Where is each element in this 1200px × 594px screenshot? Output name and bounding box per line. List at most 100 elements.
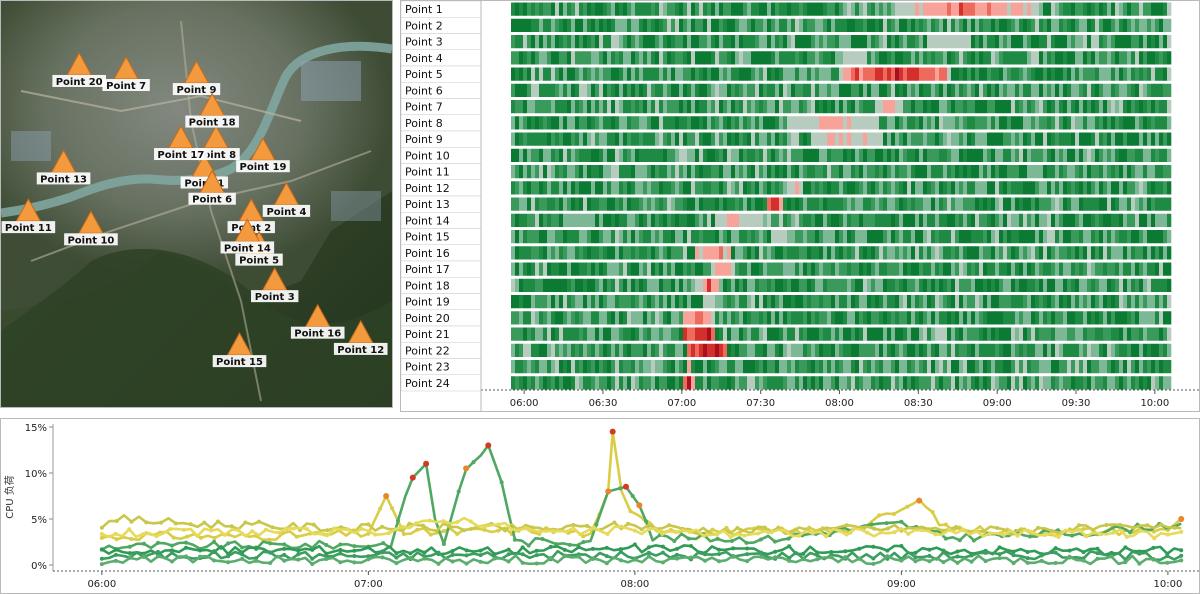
row-label: Point 20: [405, 312, 450, 325]
heatmap-cell: [1155, 67, 1160, 81]
map-point-marker[interactable]: Point 6: [188, 169, 236, 206]
heatmap-cell: [711, 2, 716, 16]
heatmap-cell: [955, 213, 960, 227]
heatmap-row[interactable]: Point 15: [401, 228, 1172, 245]
map-point-marker[interactable]: Point 17: [154, 124, 208, 161]
heatmap-row[interactable]: Point 10: [401, 147, 1172, 164]
cpu-series-point: [338, 560, 343, 565]
heatmap-row[interactable]: Point 1: [401, 1, 1172, 18]
cpu-peak-marker[interactable]: [605, 488, 612, 495]
heatmap-row[interactable]: Point 18: [401, 277, 1172, 294]
cpu-peak-marker[interactable]: [423, 460, 430, 467]
cpu-peak-marker[interactable]: [636, 502, 643, 509]
heatmap-cell: [687, 181, 692, 195]
heatmap-row[interactable]: Point 4: [401, 49, 1172, 67]
heatmap-cell: [1083, 132, 1088, 146]
heatmap-cell: [1139, 35, 1144, 49]
cpu-line-panel[interactable]: CPU 负荷 0% 5% 10% 15% 06:00 07:00 08:00 09:00 10…: [0, 418, 1200, 594]
map-point-marker[interactable]: Point 3: [251, 267, 299, 303]
map-point-marker[interactable]: Point 13: [36, 149, 91, 185]
cpu-peak-marker[interactable]: [1178, 516, 1185, 522]
heatmap-cell: [691, 35, 696, 49]
map-point-marker[interactable]: Point 7: [102, 55, 150, 92]
heatmap-cell: [659, 100, 664, 114]
heatmap-row[interactable]: Point 20: [401, 309, 1172, 327]
cpu-peak-marker[interactable]: [916, 497, 923, 504]
heatmap-cell: [955, 343, 960, 357]
map-point-marker[interactable]: Point 11: [1, 198, 56, 234]
map-point-marker[interactable]: Point 15: [212, 332, 267, 368]
map-point-marker[interactable]: Point 20: [52, 51, 106, 88]
heatmap-panel[interactable]: Point 1 Point 2 Point 3 Point 4 Point 5 Point…: [400, 0, 1200, 412]
heatmap-row[interactable]: Point 23: [401, 358, 1172, 375]
cpu-peak-marker[interactable]: [409, 474, 416, 481]
cpu-peak-marker[interactable]: [609, 428, 616, 435]
heatmap-row[interactable]: Point 7: [401, 98, 1172, 115]
heatmap-cell: [1119, 165, 1124, 179]
heatmap-row[interactable]: Point 19: [401, 293, 1172, 310]
heatmap-cell: [1039, 343, 1044, 357]
heatmap-row[interactable]: Point 14: [401, 212, 1172, 229]
cpu-peak-marker[interactable]: [623, 483, 629, 490]
cpu-peak-marker[interactable]: [463, 465, 470, 472]
cpu-series-point: [630, 494, 635, 498]
heatmap-row[interactable]: Point 11: [401, 163, 1172, 180]
heatmap-cell: [959, 148, 964, 162]
cpu-series-point: [324, 551, 329, 556]
heatmap-row[interactable]: Point 13: [401, 195, 1172, 213]
heatmap-row[interactable]: Point 17: [401, 260, 1172, 278]
heatmap-cell: [847, 116, 852, 130]
map-point-marker[interactable]: Point 18: [185, 92, 239, 129]
heatmap-row[interactable]: Point 3: [401, 33, 1172, 50]
heatmap-cell: [1047, 51, 1052, 65]
map-point-marker[interactable]: Point 9: [172, 60, 221, 96]
heatmap-cell: [763, 360, 768, 374]
heatmap-row[interactable]: Point 12: [401, 179, 1172, 197]
heatmap-row[interactable]: Point 24: [401, 374, 1172, 392]
heatmap-row[interactable]: Point 22: [401, 342, 1172, 359]
heatmap-cell: [839, 132, 844, 146]
heatmap-cell: [895, 262, 900, 276]
heatmap-row[interactable]: Point 9: [401, 130, 1172, 148]
heatmap-cell: [1095, 197, 1100, 211]
heatmap-cell: [651, 376, 656, 390]
heatmap-cell: [1063, 51, 1068, 65]
heatmap-row[interactable]: Point 5: [401, 65, 1172, 83]
heatmap-cell: [739, 311, 744, 325]
heatmap-cell: [551, 197, 556, 211]
heatmap-cell: [655, 262, 660, 276]
map-point-marker[interactable]: Point 12: [333, 319, 388, 356]
map-point-marker[interactable]: Point 19: [236, 137, 290, 173]
heatmap-cell: [867, 295, 872, 309]
map-point-marker[interactable]: Point 16: [290, 303, 345, 340]
map-point-marker[interactable]: Point 10: [64, 210, 118, 246]
heatmap-cell: [871, 67, 876, 81]
heatmap-row[interactable]: Point 16: [401, 244, 1172, 262]
heatmap-cell: [599, 360, 604, 374]
heatmap-cell: [547, 181, 552, 195]
heatmap-cell: [675, 148, 680, 162]
heatmap-row[interactable]: Point 8: [401, 114, 1172, 132]
heatmap-cell: [523, 2, 528, 16]
heatmap-row[interactable]: Point 21: [401, 325, 1172, 343]
map-point-marker[interactable]: Point 4: [262, 181, 311, 218]
heatmap-cell: [815, 100, 820, 114]
heatmap-cell: [615, 262, 620, 276]
cpu-series-point: [594, 522, 599, 527]
heatmap-row[interactable]: Point 6: [401, 82, 1172, 99]
heatmap-cell: [775, 262, 780, 276]
heatmap-cell: [1111, 278, 1116, 292]
heatmap-cell: [1091, 213, 1096, 227]
heatmap-cell: [683, 360, 688, 374]
map-point-marker[interactable]: Point 14: [220, 218, 275, 254]
cpu-peak-marker[interactable]: [383, 493, 390, 499]
heatmap-cell: [1143, 51, 1148, 65]
cpu-peak-marker[interactable]: [485, 442, 492, 449]
heatmap-cell: [927, 246, 932, 260]
cpu-line-chart[interactable]: CPU 负荷 0%5%10%15% 06:00 07:00 08:00 09:00 10…: [1, 419, 1199, 593]
map-point-label: Point 7: [106, 81, 146, 92]
heatmap-row[interactable]: Point 2: [401, 17, 1172, 34]
